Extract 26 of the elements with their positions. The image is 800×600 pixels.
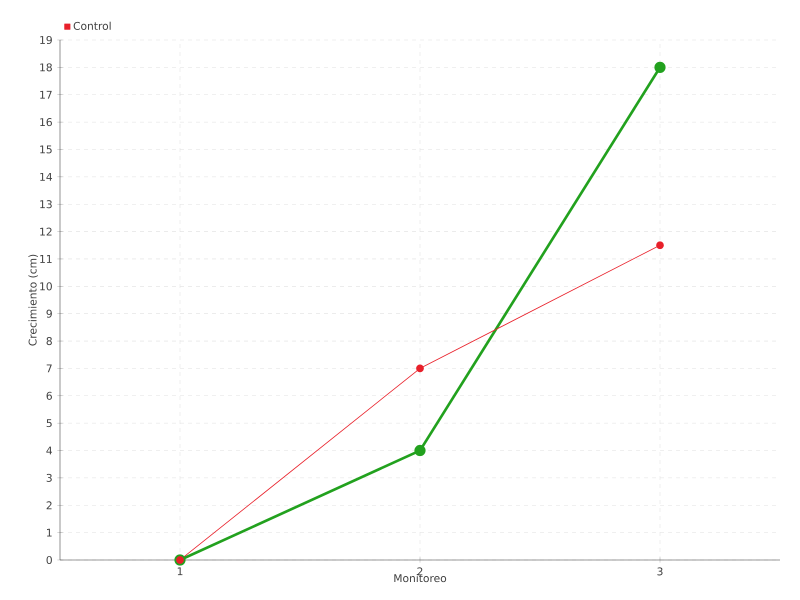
y-tick-label: 9 bbox=[46, 310, 52, 318]
y-tick-label: 13 bbox=[40, 200, 52, 208]
y-tick-label: 16 bbox=[40, 118, 52, 126]
legend-label: Control bbox=[74, 22, 111, 30]
y-axis-title: Crecimiento (cm) bbox=[28, 254, 38, 346]
y-tick-label: 5 bbox=[46, 419, 52, 428]
y-tick-label: 2 bbox=[46, 501, 52, 510]
y-tick-label: 10 bbox=[40, 282, 52, 290]
y-tick-label: 6 bbox=[46, 392, 52, 400]
y-tick-label: 11 bbox=[40, 255, 52, 263]
y-tick-label: 12 bbox=[40, 228, 52, 236]
x-tick-label: 2 bbox=[417, 567, 422, 576]
x-tick-label: 3 bbox=[657, 567, 663, 576]
y-tick-label: 7 bbox=[46, 364, 52, 372]
y-tick-label: 0 bbox=[46, 556, 52, 564]
y-tick-label: 17 bbox=[40, 90, 52, 99]
x-axis-title: Monitoreo bbox=[394, 574, 446, 582]
y-tick-label: 8 bbox=[46, 337, 52, 346]
y-tick-label: 4 bbox=[46, 446, 52, 454]
y-tick-label: 14 bbox=[40, 172, 52, 181]
y-tick-label: 15 bbox=[40, 146, 52, 154]
x-tick-label: 1 bbox=[178, 567, 182, 576]
y-tick-label: 18 bbox=[40, 63, 52, 72]
y-tick-label: 3 bbox=[46, 474, 52, 482]
y-tick-label: 19 bbox=[40, 36, 52, 44]
y-tick-label: 1 bbox=[47, 528, 52, 537]
